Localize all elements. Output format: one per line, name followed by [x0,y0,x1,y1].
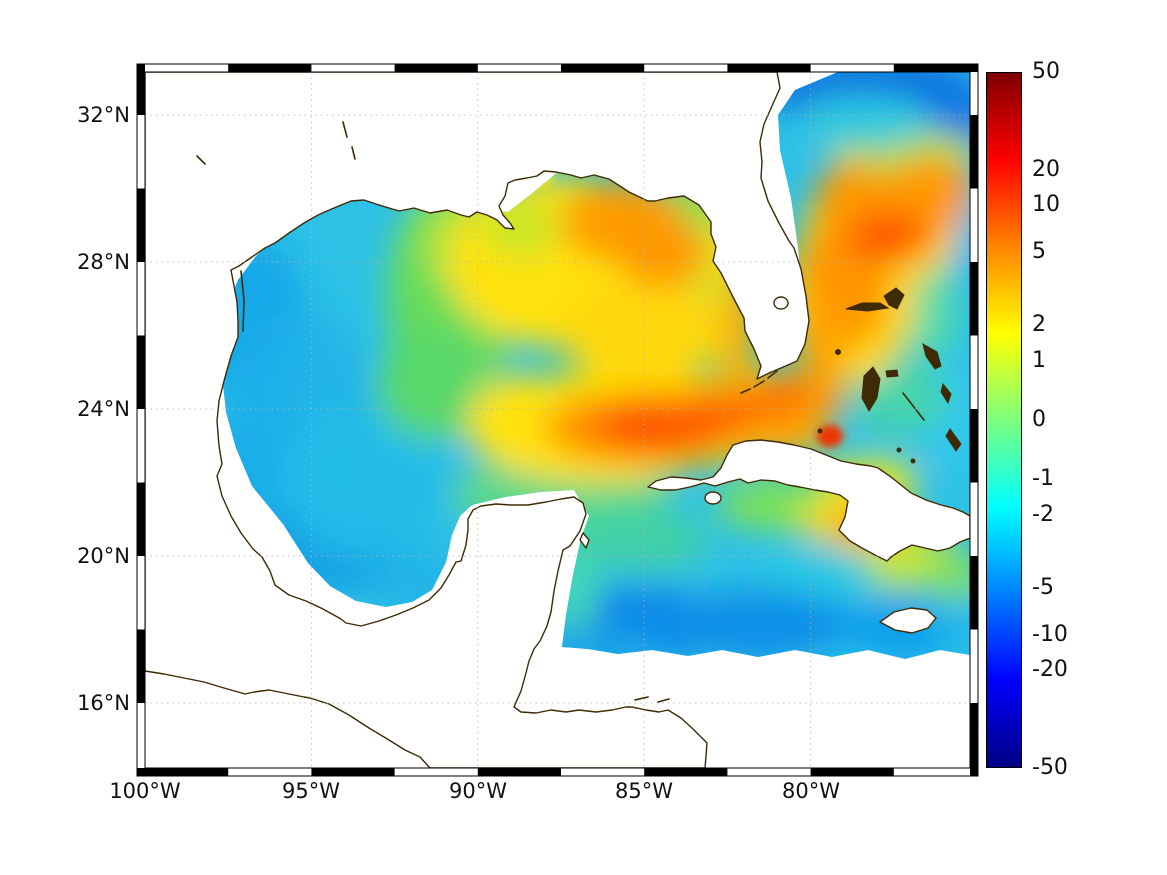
coast-detail-lines [196,121,925,703]
jamaica [879,607,937,634]
andros [861,366,881,413]
colorbar-tick-label: 1 [1032,348,1046,373]
long-island-bahamas [945,428,962,452]
cat-island [940,382,952,405]
inland-lakes [196,121,356,165]
colorbar-gradient [986,72,1022,768]
colorbar-tick-label: -20 [1032,657,1068,682]
lat-tick-label: 28°N [77,250,130,274]
colorbar-tick-label: 5 [1032,239,1046,264]
gridlines [145,72,970,768]
cuba [647,439,971,562]
abaco [883,287,905,310]
lat-tick-label: 16°N [77,691,130,715]
bay-islands [634,696,670,703]
eleuthera [922,342,942,370]
colorbar-tick-label: -5 [1032,575,1054,600]
land [144,71,971,769]
lat-tick-label: 24°N [77,397,130,421]
lat-tick-label: 32°N [77,103,130,127]
lon-tick-label: 80°W [782,779,840,803]
colorbar-tick-label: 10 [1032,192,1060,217]
cozumel [579,532,590,549]
lake-okeechobee [773,296,789,310]
colorbar-tick-label: 0 [1032,407,1046,432]
lon-tick-label: 85°W [615,779,673,803]
exuma-chain [902,392,925,421]
mainland-north-america [144,71,810,769]
texas-barrier-island [240,270,245,332]
colorbar-tick-label: -1 [1032,466,1054,491]
colorbar-tick-label: 2 [1032,312,1046,337]
lon-tick-label: 100°W [109,779,181,803]
florida-keys [740,370,778,394]
map-frame [136,63,979,777]
colorbar-tick-label: -2 [1032,502,1054,527]
lat-tick-label: 20°N [77,544,130,568]
colorbar-tick-label: 20 [1032,157,1060,182]
colorbar-tick-label: -50 [1032,755,1068,780]
lon-tick-label: 95°W [282,779,340,803]
grand-bahama [845,302,890,312]
new-providence [885,369,899,378]
lon-tick-label: 90°W [449,779,507,803]
colorbar-tick-label: -10 [1032,622,1068,647]
islands [817,287,962,464]
isle-of-youth [704,491,722,505]
colorbar-tick-label: 50 [1032,59,1060,84]
